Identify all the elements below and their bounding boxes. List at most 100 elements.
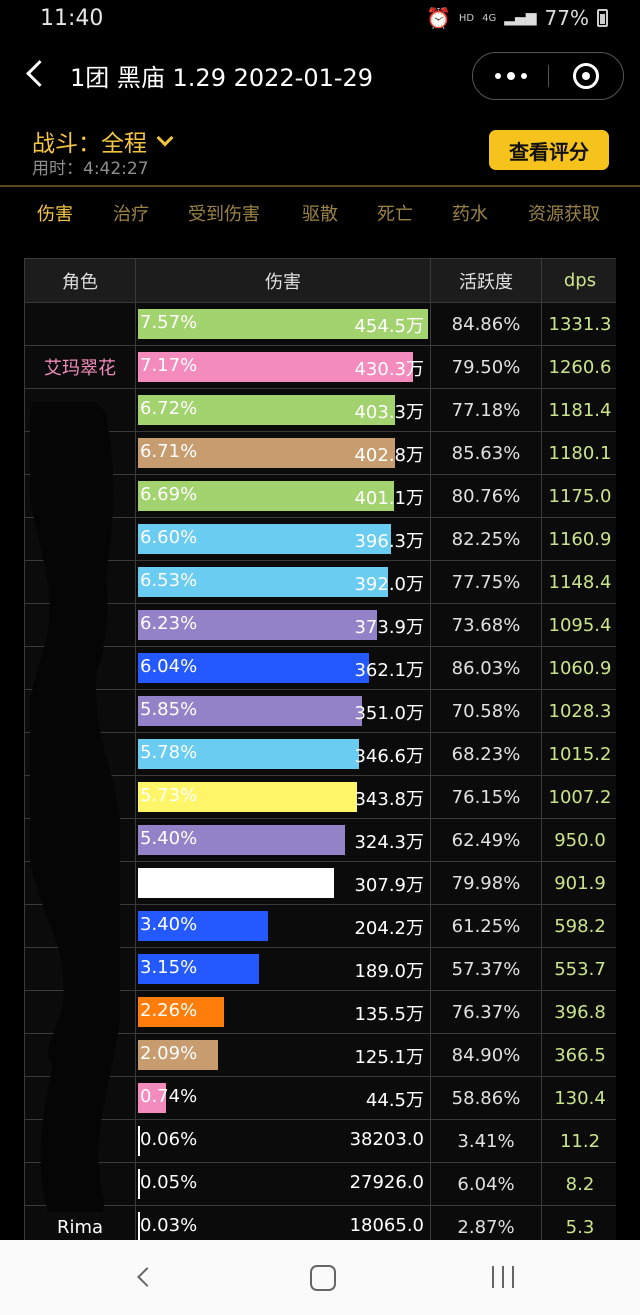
table-row[interactable]: 2.09% 125.1万 84.90% 366.5: [24, 1033, 616, 1077]
table-row[interactable]: Rima 0.03% 18065.0 2.87% 5.3: [24, 1205, 616, 1240]
role-name: [24, 474, 136, 518]
table-row[interactable]: 3.40% 204.2万 61.25% 598.2: [24, 904, 616, 948]
table-row[interactable]: 5.40% 324.3万 62.49% 950.0: [24, 818, 616, 862]
activity-value: 86.03%: [430, 646, 542, 690]
damage-cell: 3.40% 204.2万: [135, 904, 431, 948]
activity-value: 61.25%: [430, 904, 542, 948]
damage-bar: [138, 696, 362, 726]
role-name: [24, 560, 136, 604]
nav-home-icon[interactable]: [310, 1265, 336, 1291]
dps-value: 1060.9: [541, 646, 616, 690]
damage-percent: 6.60%: [140, 527, 198, 548]
tab-resources[interactable]: 资源获取: [528, 204, 600, 225]
table-row[interactable]: 7.57% 454.5万 84.86% 1331.3: [24, 302, 616, 346]
damage-bar: [138, 481, 394, 511]
damage-cell: 7.17% 430.3万: [135, 345, 431, 389]
damage-percent: 6.04%: [140, 656, 198, 677]
damage-cell: 0.74% 44.5万: [135, 1076, 431, 1120]
activity-value: 79.98%: [430, 861, 542, 905]
system-nav-bar: [0, 1240, 640, 1315]
table-row[interactable]: 6.71% 402.8万 85.63% 1180.1: [24, 431, 616, 475]
table-row[interactable]: 2.26% 135.5万 76.37% 396.8: [24, 990, 616, 1034]
header-damage[interactable]: 伤害: [135, 258, 431, 303]
table-row[interactable]: 艾玛翠花 7.17% 430.3万 79.50% 1260.6: [24, 345, 616, 389]
damage-percent: 6.72%: [140, 398, 198, 419]
nav-back-icon[interactable]: [132, 1264, 156, 1290]
nav-recent-apps-icon[interactable]: [490, 1266, 516, 1288]
damage-cell: 2.26% 135.5万: [135, 990, 431, 1034]
table-row[interactable]: 5.13% 307.9万 79.98% 901.9: [24, 861, 616, 905]
damage-percent: 5.73%: [140, 785, 198, 806]
damage-amount: 402.8万: [354, 445, 424, 466]
tab-deaths[interactable]: 死亡: [377, 204, 413, 225]
table-row[interactable]: 5.85% 351.0万 70.58% 1028.3: [24, 689, 616, 733]
damage-cell: 6.60% 396.3万: [135, 517, 431, 561]
activity-value: 76.37%: [430, 990, 542, 1034]
header-divider: [0, 185, 640, 187]
role-name: [24, 1119, 136, 1163]
dps-value: 11.2: [541, 1119, 616, 1163]
damage-amount: 401.1万: [354, 488, 424, 509]
damage-table-container[interactable]: 角色 伤害 活跃度 dps 7.57% 454.5万 84.86% 1331.3 艾玛翠…: [24, 258, 616, 1240]
tab-damage-taken[interactable]: 受到伤害: [188, 204, 260, 225]
table-body: 7.57% 454.5万 84.86% 1331.3 艾玛翠花 7.17% 430.3万 79…: [24, 302, 616, 1240]
role-name: [24, 388, 136, 432]
activity-value: 73.68%: [430, 603, 542, 647]
damage-percent: 0.74%: [140, 1086, 198, 1107]
close-target-icon[interactable]: [549, 53, 623, 99]
damage-bar: [138, 653, 369, 683]
role-name: [24, 775, 136, 819]
table-row[interactable]: 0.74% 44.5万 58.86% 130.4: [24, 1076, 616, 1120]
activity-value: 77.75%: [430, 560, 542, 604]
damage-percent: 3.40%: [140, 914, 198, 935]
alarm-icon: ⏰: [425, 6, 451, 30]
table-row[interactable]: 5.73% 343.8万 76.15% 1007.2: [24, 775, 616, 819]
table-row[interactable]: 5.78% 346.6万 68.23% 1015.2: [24, 732, 616, 776]
table-row[interactable]: 儿 0.05% 27926.0 6.04% 8.2: [24, 1162, 616, 1206]
table-row[interactable]: 6.69% 401.1万 80.76% 1175.0: [24, 474, 616, 518]
damage-bar: [138, 395, 395, 425]
tab-healing[interactable]: 治疗: [113, 204, 149, 225]
header-role[interactable]: 角色: [24, 258, 136, 303]
activity-value: 62.49%: [430, 818, 542, 862]
table-row[interactable]: 3.15% 189.0万 57.37% 553.7: [24, 947, 616, 991]
damage-amount: 135.5万: [354, 1004, 424, 1025]
battery-icon: [597, 9, 608, 27]
table-row[interactable]: 0.06% 38203.0 3.41% 11.2: [24, 1119, 616, 1163]
damage-cell: 6.23% 373.9万: [135, 603, 431, 647]
table-row[interactable]: 6.23% 373.9万 73.68% 1095.4: [24, 603, 616, 647]
dot-icon: [521, 73, 527, 79]
damage-bar: [138, 782, 357, 812]
damage-amount: 204.2万: [354, 918, 424, 939]
damage-cell: 2.09% 125.1万: [135, 1033, 431, 1077]
chevron-down-icon: [156, 129, 174, 147]
dot-icon: [507, 72, 515, 80]
table-row[interactable]: 6.60% 396.3万 82.25% 1160.9: [24, 517, 616, 561]
status-time: 11:40: [40, 6, 104, 31]
damage-percent: 6.23%: [140, 613, 198, 634]
header-activity[interactable]: 活跃度: [430, 258, 542, 303]
hd-indicator: HD: [458, 12, 475, 24]
view-rating-button[interactable]: 查看评分: [489, 130, 609, 170]
status-icons: ⏰ HD 4G ▂▄▆ 77%: [426, 6, 608, 30]
header-dps[interactable]: dps: [541, 258, 616, 303]
more-menu-button[interactable]: [473, 53, 549, 99]
dps-value: 5.3: [541, 1205, 616, 1240]
damage-percent: 0.06%: [140, 1129, 198, 1150]
damage-cell: 6.53% 392.0万: [135, 560, 431, 604]
damage-table: 角色 伤害 活跃度 dps 7.57% 454.5万 84.86% 1331.3 艾玛翠…: [24, 258, 616, 1240]
damage-amount: 373.9万: [354, 617, 424, 638]
table-row[interactable]: 6.04% 362.1万 86.03% 1060.9: [24, 646, 616, 690]
damage-cell: 0.03% 18065.0: [135, 1205, 431, 1240]
tab-damage[interactable]: 伤害: [37, 204, 73, 225]
table-header-row: 角色 伤害 活跃度 dps: [24, 258, 616, 303]
tab-potions[interactable]: 药水: [452, 204, 488, 225]
table-row[interactable]: 6.53% 392.0万 77.75% 1148.4: [24, 560, 616, 604]
damage-percent: 6.69%: [140, 484, 198, 505]
activity-value: 77.18%: [430, 388, 542, 432]
tab-dispel[interactable]: 驱散: [302, 204, 338, 225]
damage-bar: [138, 1212, 140, 1240]
table-row[interactable]: 6.72% 403.3万 77.18% 1181.4: [24, 388, 616, 432]
fight-selector[interactable]: 战斗：全程: [32, 124, 174, 158]
back-arrow-icon[interactable]: [22, 56, 52, 92]
